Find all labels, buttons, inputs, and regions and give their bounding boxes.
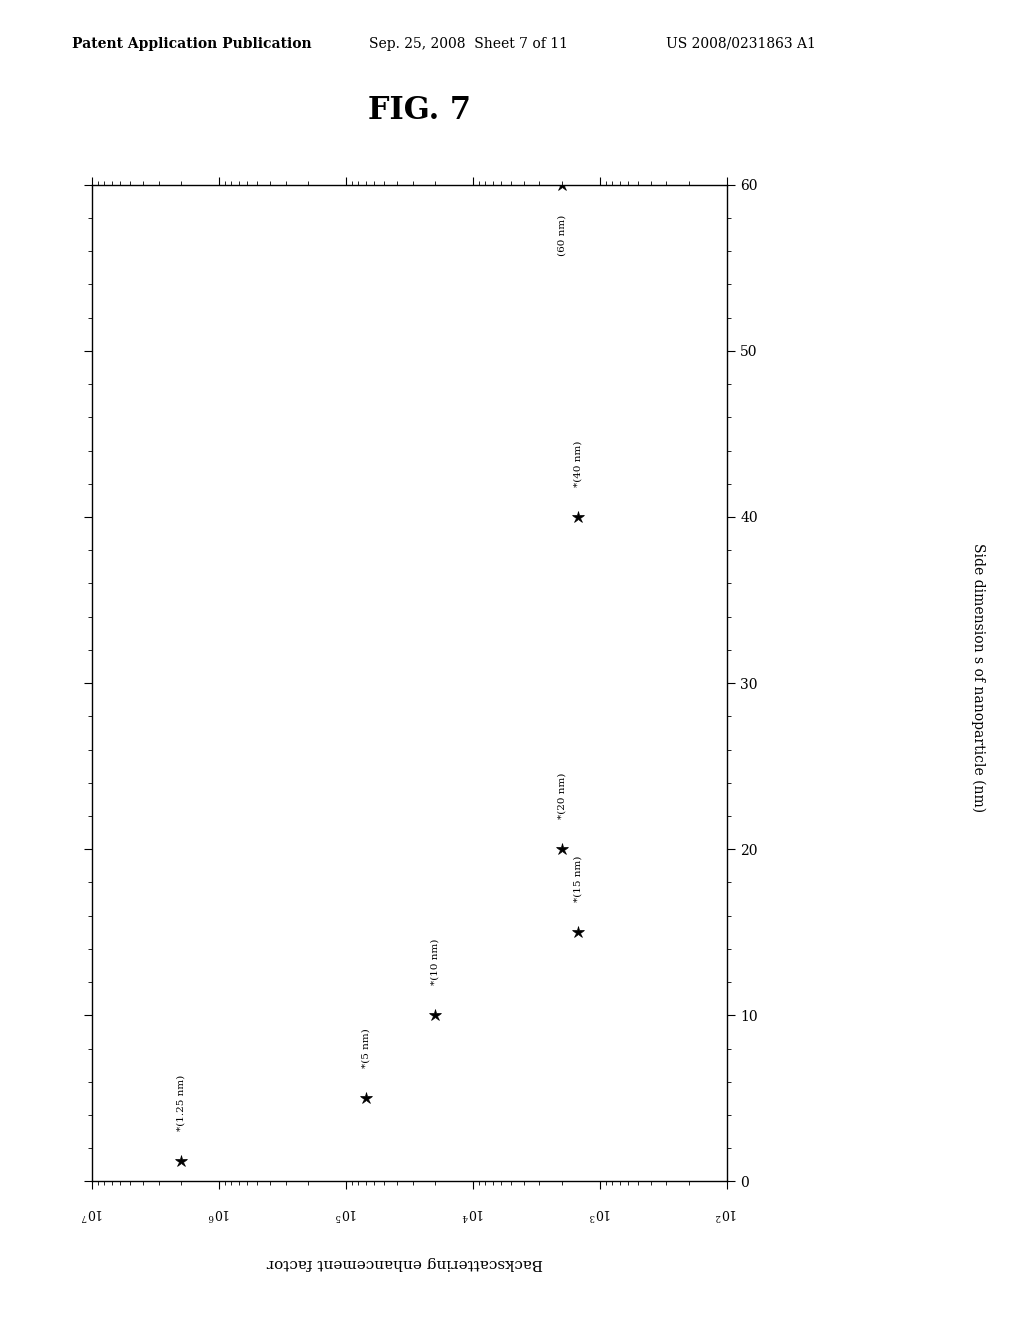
Text: Side dimension s of nanoparticle (nm): Side dimension s of nanoparticle (nm) xyxy=(971,543,985,812)
Text: *(5 nm): *(5 nm) xyxy=(361,1028,371,1068)
Text: *(40 nm): *(40 nm) xyxy=(573,441,583,487)
Text: FIG. 7: FIG. 7 xyxy=(369,95,471,125)
Text: $10^4$: $10^4$ xyxy=(462,1205,484,1221)
Text: Sep. 25, 2008  Sheet 7 of 11: Sep. 25, 2008 Sheet 7 of 11 xyxy=(369,37,567,51)
Text: US 2008/0231863 A1: US 2008/0231863 A1 xyxy=(666,37,815,51)
Text: *(15 nm): *(15 nm) xyxy=(573,855,583,903)
Text: $10^7$: $10^7$ xyxy=(81,1205,103,1221)
Text: *(1.25 nm): *(1.25 nm) xyxy=(176,1074,185,1131)
Text: $10^3$: $10^3$ xyxy=(589,1205,611,1221)
Text: $10^6$: $10^6$ xyxy=(208,1205,230,1221)
Text: $10^5$: $10^5$ xyxy=(335,1205,357,1221)
Text: *(10 nm): *(10 nm) xyxy=(430,939,439,986)
Text: *(20 nm): *(20 nm) xyxy=(557,774,566,820)
Text: (60 nm): (60 nm) xyxy=(557,215,566,256)
Text: Patent Application Publication: Patent Application Publication xyxy=(72,37,311,51)
Text: $10^2$: $10^2$ xyxy=(716,1205,738,1221)
Text: Backscattering enhancement factor: Backscattering enhancement factor xyxy=(266,1257,543,1270)
